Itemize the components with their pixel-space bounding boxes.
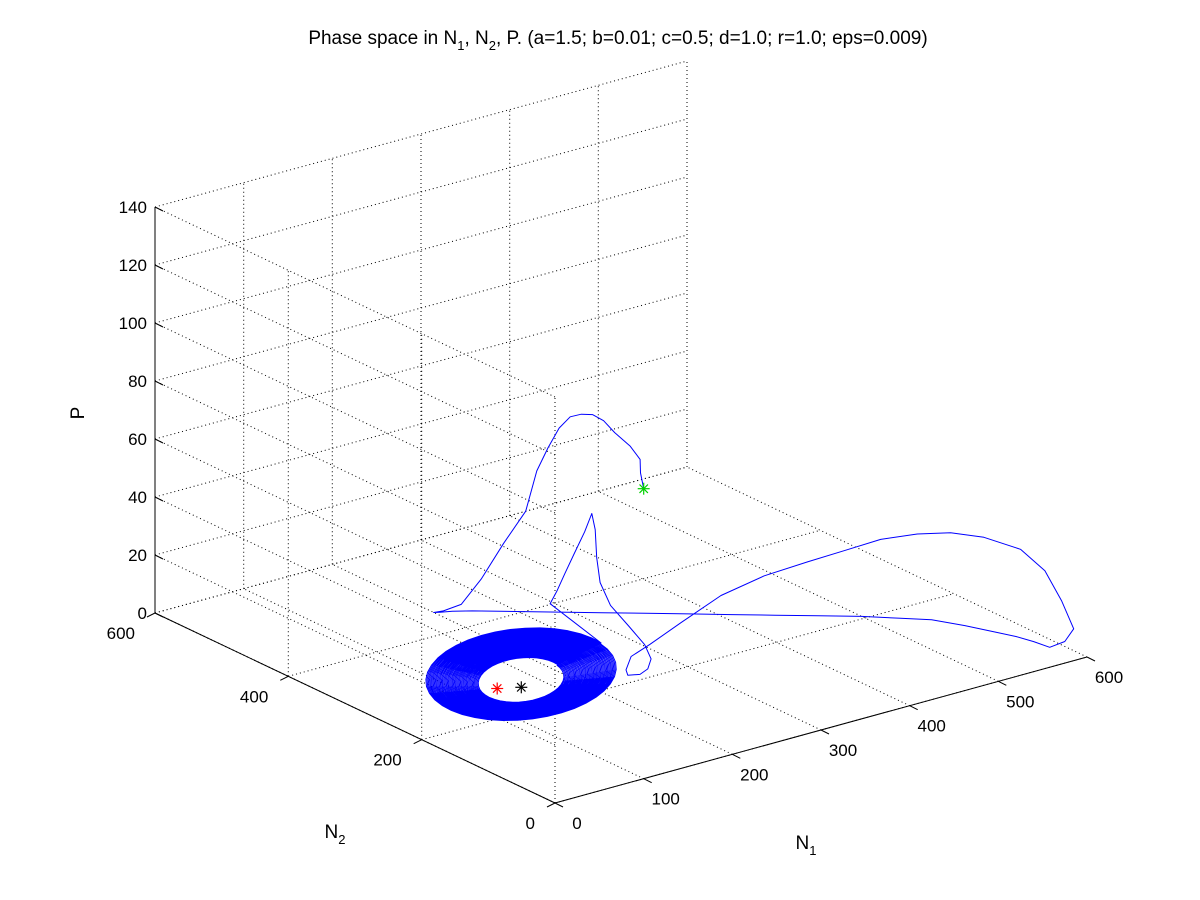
x-axis-label: N1 bbox=[796, 833, 817, 858]
y-axis-line bbox=[154, 612, 556, 804]
z-tick-label: 100 bbox=[119, 314, 147, 333]
x-tick-label: 100 bbox=[652, 790, 680, 809]
z-tick bbox=[154, 438, 164, 444]
z-tick bbox=[154, 496, 164, 502]
y-tick-label: 400 bbox=[240, 687, 268, 706]
x-tick-label: 0 bbox=[572, 814, 581, 833]
z-tick-label: 120 bbox=[119, 256, 147, 275]
y-tick bbox=[280, 675, 289, 681]
x-tick-label: 600 bbox=[1095, 668, 1123, 687]
chart-title: Phase space in N1, N2, P. (a=1.5; b=0.01… bbox=[308, 28, 927, 53]
x-tick-label: 200 bbox=[740, 765, 768, 784]
markers bbox=[491, 482, 650, 695]
x-tick-label: 300 bbox=[829, 741, 857, 760]
x-tick-label: 400 bbox=[918, 717, 946, 736]
z-axis-label: P bbox=[68, 407, 89, 420]
z-tick bbox=[154, 264, 164, 270]
z-tick-label: 80 bbox=[128, 372, 147, 391]
equilibrium-marker bbox=[515, 681, 528, 694]
y-tick bbox=[413, 739, 422, 745]
z-tick bbox=[154, 380, 164, 386]
x-tick bbox=[820, 729, 830, 735]
start-marker bbox=[637, 482, 650, 495]
z-tick bbox=[154, 612, 164, 618]
z-tick-label: 60 bbox=[128, 430, 147, 449]
y-tick-label: 200 bbox=[373, 751, 401, 770]
y-axis-label: N2 bbox=[325, 822, 346, 847]
z-tick-label: 20 bbox=[128, 546, 147, 565]
z-tick-label: 40 bbox=[128, 488, 147, 507]
z-tick bbox=[154, 206, 164, 212]
trajectory-series bbox=[425, 413, 1075, 721]
z-tick bbox=[154, 554, 164, 560]
x-tick bbox=[732, 753, 741, 759]
y-tick-label: 600 bbox=[107, 624, 135, 643]
x-tick bbox=[1086, 656, 1096, 662]
end-marker bbox=[491, 682, 504, 695]
x-tick bbox=[643, 778, 652, 784]
z-tick-label: 140 bbox=[119, 198, 147, 217]
x-tick bbox=[554, 802, 564, 808]
axes: 0100200300400500600020040060002040608010… bbox=[107, 198, 1124, 833]
trajectory-line bbox=[425, 413, 1075, 721]
y-tick-label: 0 bbox=[526, 814, 535, 833]
x-tick bbox=[998, 680, 1007, 686]
x-tick-label: 500 bbox=[1006, 692, 1034, 711]
y-tick bbox=[546, 802, 556, 808]
x-tick bbox=[909, 705, 918, 711]
z-tick-label: 0 bbox=[138, 604, 147, 623]
y-tick bbox=[146, 612, 156, 618]
z-tick bbox=[154, 322, 164, 328]
